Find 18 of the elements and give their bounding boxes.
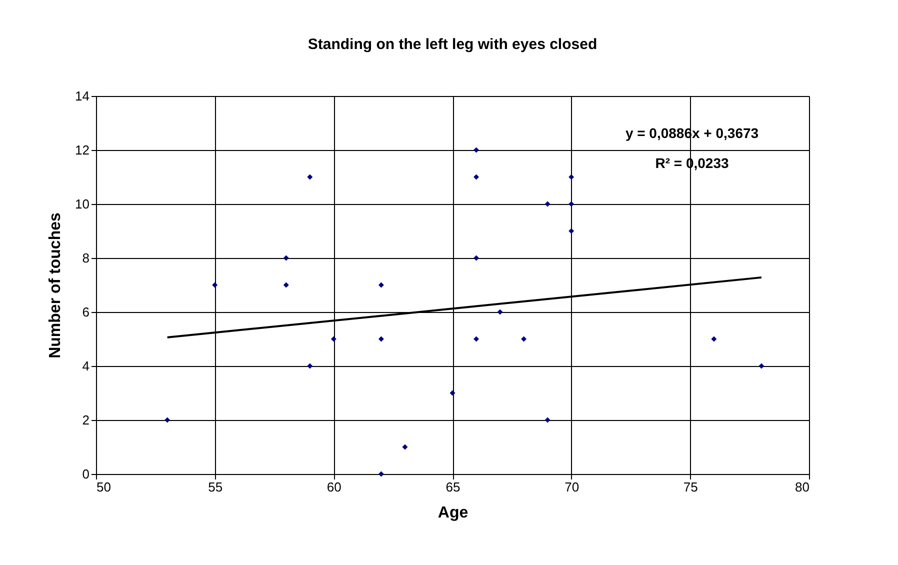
x-axis-title: Age (438, 504, 468, 522)
x-tick-label: 75 (683, 480, 698, 494)
y-tick-label: 14 (75, 88, 90, 104)
y-tick-label: 6 (82, 304, 90, 320)
chart-title: Standing on the left leg with eyes closed (308, 36, 598, 53)
x-tick-label: 80 (795, 480, 810, 494)
y-tick-label: 0 (82, 466, 90, 482)
y-tick-label: 12 (75, 142, 90, 158)
x-tick-label: 50 (96, 480, 111, 494)
y-tick-label: 2 (82, 412, 90, 428)
x-tick-label: 55 (208, 480, 223, 494)
y-tick-label: 8 (82, 250, 90, 266)
x-tick-label: 70 (564, 480, 580, 494)
y-tick-label: 4 (82, 358, 90, 374)
x-tick-label: 60 (326, 480, 342, 494)
y-tick-label: 10 (75, 196, 90, 212)
y-axis-title: Number of touches (47, 212, 64, 358)
x-tick-label: 65 (446, 480, 460, 494)
